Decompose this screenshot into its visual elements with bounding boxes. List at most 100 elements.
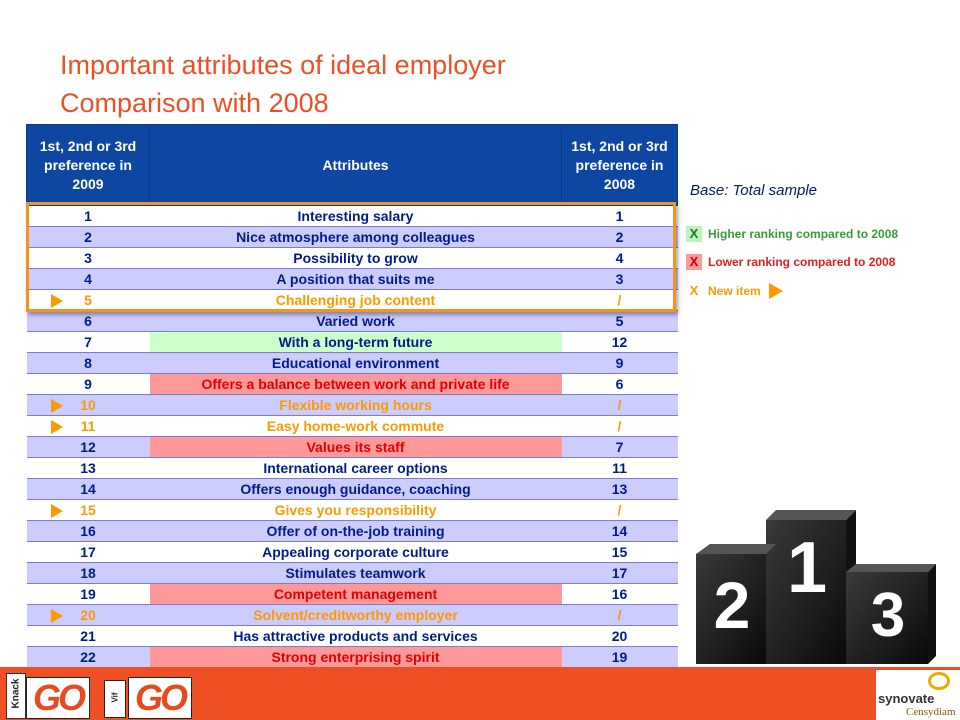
attribute-cell: Gives you responsibility — [149, 499, 562, 521]
attribute-cell: A position that suits me — [149, 268, 562, 290]
vif-logo: Vif — [104, 680, 126, 718]
attribute-cell: Offers enough guidance, coaching — [149, 478, 562, 500]
top-five-highlight-box — [26, 202, 676, 312]
attribute-cell: Solvent/creditworthy employer — [149, 604, 562, 626]
attribute-cell: Easy home-work commute — [149, 415, 562, 437]
legend-higher: X Higher ranking compared to 2008 — [686, 226, 898, 242]
rank-2008-cell: 20 — [561, 625, 678, 647]
go-logo-2: GO — [128, 677, 192, 719]
new-item-arrow-icon — [50, 399, 63, 413]
rank-2009-cell: 14 — [26, 478, 150, 500]
rank-2009-cell: 8 — [26, 352, 150, 374]
table-row: 22 Strong enterprising spirit 19 — [26, 646, 678, 668]
table-row: 8 Educational environment 9 — [26, 352, 678, 374]
podium-third-number: 3 — [871, 581, 905, 650]
rank-2008-cell: 3 — [561, 268, 678, 290]
table-row: 9 Offers a balance between work and priva… — [26, 373, 678, 395]
attribute-cell: Offers a balance between work and privat… — [149, 373, 562, 395]
table-row: 14 Offers enough guidance, coaching 13 — [26, 478, 678, 500]
synovate-logo: synovate Censydiam — [876, 670, 960, 720]
table-row: 10 Flexible working hours / — [26, 394, 678, 416]
attribute-cell: Nice atmosphere among colleagues — [149, 226, 562, 248]
rank-2008-cell: 16 — [561, 583, 678, 605]
rank-2008-cell: 19 — [561, 646, 678, 668]
rank-2009-cell: 4 — [26, 268, 150, 290]
rank-2009-cell: 19 — [26, 583, 150, 605]
table-row: 7 With a long-term future 12 — [26, 331, 678, 353]
rank-2008-cell: 7 — [561, 436, 678, 458]
rank-2008-cell: / — [561, 415, 678, 437]
rank-2008-cell: / — [561, 604, 678, 626]
rank-2009-cell: 5 — [26, 289, 150, 311]
rank-2009-cell: 7 — [26, 331, 150, 353]
header-2008: 1st, 2nd or 3rd preference in 2008 — [561, 124, 678, 206]
podium-second-number: 2 — [714, 568, 751, 642]
synovate-ring-icon — [928, 672, 950, 690]
table-row: 19 Competent management 16 — [26, 583, 678, 605]
new-item-arrow-icon — [768, 283, 783, 299]
legend-new: X New item — [686, 283, 783, 299]
rank-2008-cell: 12 — [561, 331, 678, 353]
header-2009: 1st, 2nd or 3rd preference in 2009 — [26, 124, 150, 206]
table-row: 20 Solvent/creditworthy employer / — [26, 604, 678, 626]
attribute-cell: Varied work — [149, 310, 562, 332]
rank-2009-cell: 13 — [26, 457, 150, 479]
podium-third-face — [846, 572, 928, 664]
rank-2008-cell: / — [561, 394, 678, 416]
table-header-row: 1st, 2nd or 3rd preference in 2009 Attri… — [26, 124, 678, 206]
rank-2009-cell: 12 — [26, 436, 150, 458]
attribute-cell: Strong enterprising spirit — [149, 646, 562, 668]
table-row: 16 Offer of on-the-job training 14 — [26, 520, 678, 542]
rank-2009-cell: 3 — [26, 247, 150, 269]
rank-2009-cell: 1 — [26, 205, 150, 227]
table-row: 3 Possibility to grow 4 — [26, 247, 678, 269]
new-item-arrow-icon — [50, 504, 63, 518]
attribute-cell: With a long-term future — [149, 331, 562, 353]
legend-new-label: New item — [708, 284, 761, 298]
new-item-arrow-icon — [50, 420, 63, 434]
rank-2009-cell: 22 — [26, 646, 150, 668]
attribute-cell: Offer of on-the-job training — [149, 520, 562, 542]
title-line-1: Important attributes of ideal employer — [60, 50, 506, 80]
attribute-cell: Interesting salary — [149, 205, 562, 227]
attribute-cell: Possibility to grow — [149, 247, 562, 269]
rank-2009-cell: 17 — [26, 541, 150, 563]
table-row: 15 Gives you responsibility / — [26, 499, 678, 521]
knack-logo: Knack — [6, 673, 26, 719]
legend-lower-mark: X — [686, 254, 702, 270]
rank-2008-cell: 2 — [561, 226, 678, 248]
legend-higher-label: Higher ranking compared to 2008 — [708, 227, 899, 241]
rank-2008-cell: / — [561, 289, 678, 311]
table-row: 21 Has attractive products and services 20 — [26, 625, 678, 647]
rank-2008-cell: / — [561, 499, 678, 521]
podium-first-face — [766, 520, 846, 664]
legend-new-mark: X — [689, 283, 699, 298]
rank-2009-cell: 21 — [26, 625, 150, 647]
rank-2008-cell: 15 — [561, 541, 678, 563]
legend-lower-label: Lower ranking compared to 2008 — [708, 255, 896, 269]
table-row: 13 International career options 11 — [26, 457, 678, 479]
rank-2008-cell: 14 — [561, 520, 678, 542]
table-row: 1 Interesting salary 1 — [26, 205, 678, 227]
rank-2008-cell: 1 — [561, 205, 678, 227]
rank-2009-cell: 10 — [26, 394, 150, 416]
go-logo-1: GO — [26, 677, 90, 719]
rank-2008-cell: 11 — [561, 457, 678, 479]
rank-2008-cell: 17 — [561, 562, 678, 584]
legend-higher-mark: X — [686, 226, 702, 242]
rank-2008-cell: 5 — [561, 310, 678, 332]
attribute-cell: Has attractive products and services — [149, 625, 562, 647]
attribute-cell: Educational environment — [149, 352, 562, 374]
podium-second-face — [696, 554, 766, 664]
table-row: 2 Nice atmosphere among colleagues 2 — [26, 226, 678, 248]
attribute-cell: Challenging job content — [149, 289, 562, 311]
table-row: 11 Easy home-work commute / — [26, 415, 678, 437]
base-note: Base: Total sample — [690, 182, 818, 199]
attribute-cell: Flexible working hours — [149, 394, 562, 416]
podium-second-block — [696, 544, 776, 554]
table-row: 12 Values its staff 7 — [26, 436, 678, 458]
new-item-arrow-icon — [50, 609, 63, 623]
table-row: 5 Challenging job content / — [26, 289, 678, 311]
header-attributes: Attributes — [149, 124, 562, 206]
